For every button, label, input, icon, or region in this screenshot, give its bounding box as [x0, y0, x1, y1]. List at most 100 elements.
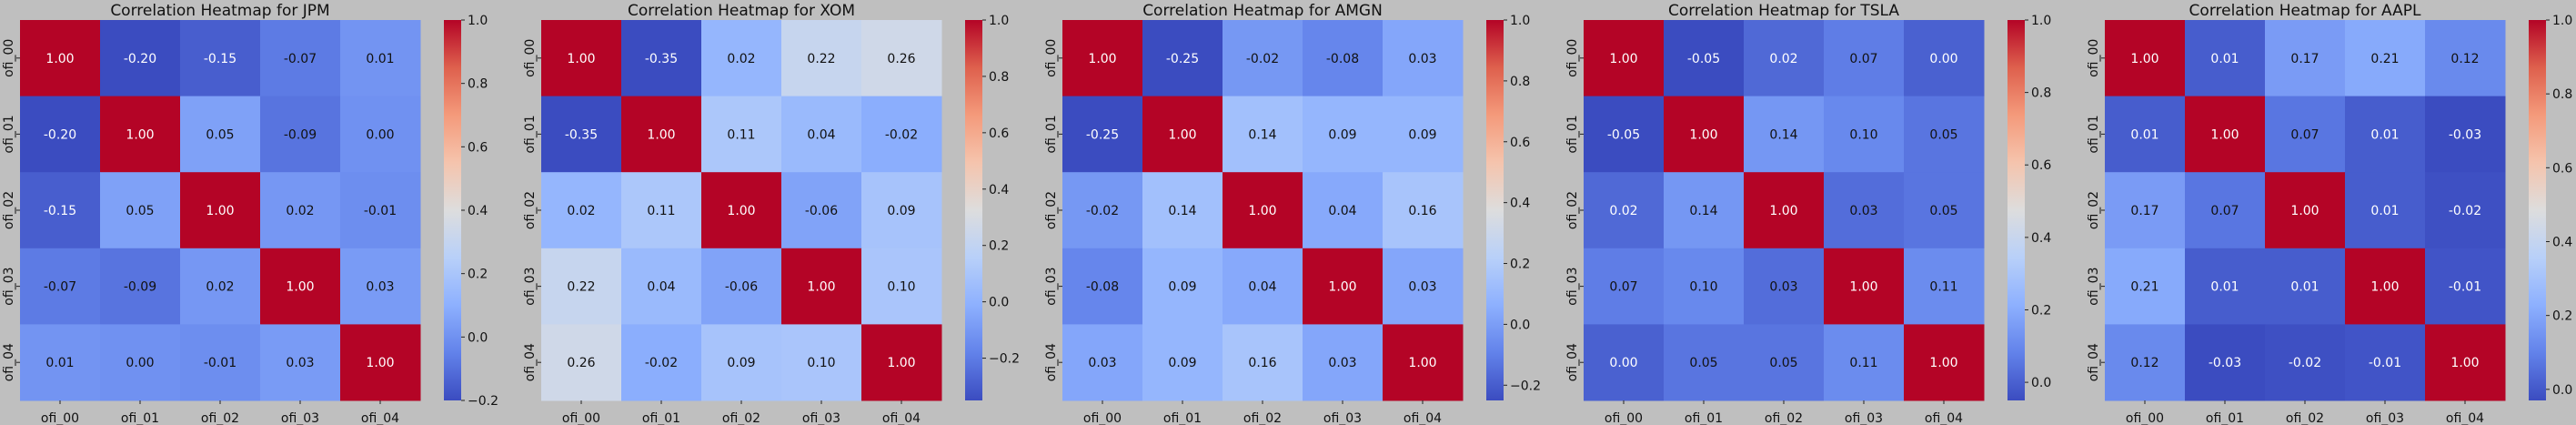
cell-label: 0.09: [887, 204, 915, 218]
heatmap-cell: [340, 248, 421, 325]
x-tick-label: ofi_02: [2286, 411, 2324, 425]
cell-label: -0.03: [2209, 356, 2241, 370]
cell-label: 0.03: [1088, 356, 1116, 370]
colorbar-tick-label: 0.6: [2031, 158, 2051, 173]
cell-label: 0.00: [1929, 52, 1957, 66]
heatmap-cell: [1223, 96, 1303, 173]
heatmap-cell: [621, 96, 702, 173]
cell-label: -0.25: [1166, 52, 1199, 66]
heatmap-cell: [260, 172, 341, 249]
cell-label: 0.03: [366, 280, 394, 295]
cell-label: 0.01: [2370, 127, 2399, 142]
cell-label: 1.00: [1168, 127, 1196, 142]
cell-label: -0.02: [885, 127, 918, 142]
cell-label: 0.09: [1408, 127, 1436, 142]
colorbar-tick-label: 0.0: [1510, 318, 1530, 332]
heatmap-panel-4: Correlation Heatmap for AAPL 1.00 0.01 0.17…: [2087, 2, 2572, 425]
heatmap-cell: [2425, 248, 2506, 325]
heatmap-cell: [1664, 172, 1745, 249]
cell-label: 0.03: [1769, 280, 1797, 295]
heatmap-title: Correlation Heatmap for AMGN: [1142, 2, 1383, 20]
heatmap-cell: [1383, 20, 1464, 97]
heatmap-cell: [1142, 324, 1223, 401]
heatmap-cell: [621, 172, 702, 249]
heatmap-cell: [2345, 324, 2426, 401]
heatmap-cell: [1383, 324, 1464, 401]
heatmap-cell: [2345, 172, 2426, 249]
y-tick-label: ofi_01: [2087, 115, 2101, 153]
cell-label: 0.26: [887, 52, 915, 66]
cell-label: -0.02: [1086, 204, 1119, 218]
heatmap-cell: [1584, 172, 1665, 249]
heatmap-cell: [1824, 172, 1905, 249]
heatmap-cell: [2265, 96, 2346, 173]
cell-label: 0.00: [366, 127, 394, 142]
heatmap-cell: [1664, 20, 1745, 97]
cell-label: 1.00: [286, 280, 314, 295]
cell-label: -0.07: [284, 52, 317, 66]
cell-label: 0.07: [1609, 280, 1637, 295]
x-tick-label: ofi_04: [882, 411, 921, 425]
heatmap-cell: [100, 324, 181, 401]
heatmap-cell: [1824, 324, 1905, 401]
cell-label: -0.02: [1246, 52, 1279, 66]
heatmap-cell: [541, 324, 622, 401]
cell-label: -0.35: [645, 52, 678, 66]
colorbar-tick-label: 0.8: [1510, 75, 1530, 89]
heatmap-cell: [1904, 20, 1985, 97]
heatmap-cell: [2345, 248, 2426, 325]
heatmap-cell: [1744, 248, 1825, 325]
heatmap-title: Correlation Heatmap for XOM: [628, 2, 855, 20]
heatmap-panel-0: Correlation Heatmap for JPM 1.00 -0.20 -0.1…: [2, 2, 498, 425]
heatmap-cell: [861, 172, 942, 249]
heatmap-cell: [861, 324, 942, 401]
heatmap-cell: [861, 20, 942, 97]
heatmap-cell: [2185, 20, 2266, 97]
heatmap-cell: [1664, 248, 1745, 325]
colorbar-tick-label: 0.4: [468, 204, 488, 218]
colorbar-tick-label: 0.4: [1510, 197, 1530, 211]
heatmap-cell: [260, 20, 341, 97]
heatmap-cell: [20, 20, 101, 97]
heatmap-cell: [2105, 172, 2186, 249]
heatmap-cell: [541, 172, 622, 249]
cell-label: 1.00: [1408, 356, 1436, 370]
colorbar: [965, 20, 982, 400]
x-tick-label: ofi_00: [41, 411, 79, 425]
heatmap-cell: [340, 172, 421, 249]
colorbar-tick-label: 0.8: [2552, 87, 2572, 102]
cell-label: 0.12: [2450, 52, 2479, 66]
heatmap-cell: [340, 324, 421, 401]
cell-label: -0.02: [2289, 356, 2321, 370]
y-tick-label: ofi_04: [1565, 343, 1580, 381]
cell-label: 0.11: [647, 204, 675, 218]
colorbar-tick-label: −0.2: [989, 352, 1020, 367]
cell-label: 0.02: [1769, 52, 1797, 66]
colorbar-tick-label: 0.2: [2031, 303, 2051, 318]
heatmap-cell: [1824, 20, 1905, 97]
x-tick-label: ofi_04: [1404, 411, 1442, 425]
heatmap-cell: [2425, 20, 2506, 97]
cell-label: 0.14: [1248, 127, 1276, 142]
heatmap-cell: [701, 96, 782, 173]
cell-label: 1.00: [1088, 52, 1116, 66]
heatmap-cell: [2345, 96, 2426, 173]
colorbar-tick-label: 1.0: [989, 14, 1009, 28]
heatmap-cell: [1142, 20, 1223, 97]
x-tick-label: ofi_02: [1243, 411, 1282, 425]
heatmap-cell: [2265, 324, 2346, 401]
cell-label: -0.25: [1086, 127, 1119, 142]
x-tick-label: ofi_01: [121, 411, 159, 425]
cell-label: 0.04: [1248, 280, 1276, 295]
heatmap-cell: [781, 96, 862, 173]
cell-label: -0.01: [2449, 280, 2481, 295]
colorbar-tick-label: 0.6: [2552, 161, 2572, 176]
cell-label: -0.06: [725, 280, 758, 295]
cell-label: 1.00: [1849, 280, 1877, 295]
y-tick-label: ofi_02: [1565, 191, 1580, 229]
heatmap-cell: [180, 20, 261, 97]
heatmap-cell: [541, 20, 622, 97]
heatmap-cell: [20, 96, 101, 173]
heatmap-cell: [2105, 20, 2186, 97]
cell-label: -0.08: [1086, 280, 1119, 295]
